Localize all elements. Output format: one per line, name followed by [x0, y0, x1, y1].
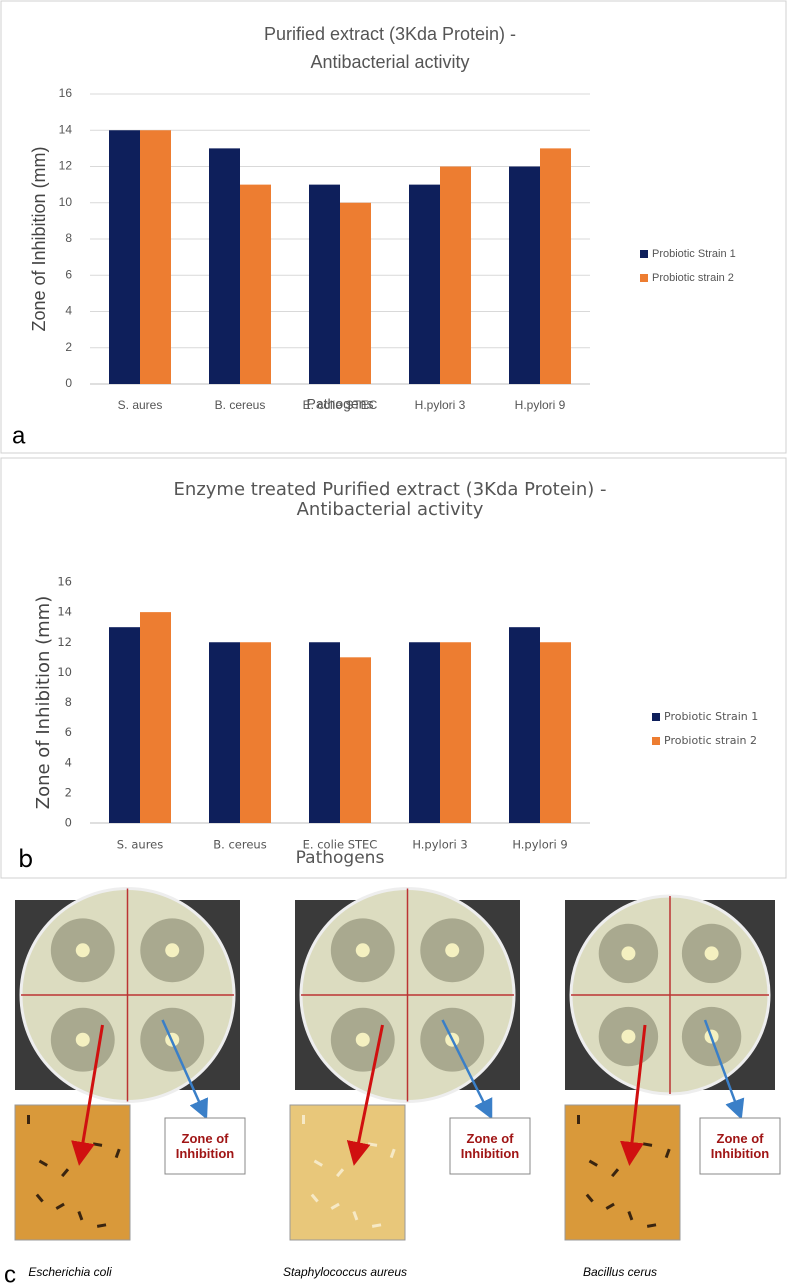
bar: [240, 642, 271, 823]
figure-canvas: Purified extract (3Kda Protein) - Antibac…: [0, 0, 788, 1286]
y-axis-title: Zone of Inhibition (mm): [33, 596, 54, 810]
bar: [109, 130, 140, 384]
bar: [540, 148, 571, 384]
panel-label: a: [12, 422, 26, 449]
y-tick-label: 6: [65, 725, 72, 739]
y-tick-label: 16: [57, 575, 72, 589]
well: [621, 1030, 635, 1044]
x-tick-label: H.pylori 3: [415, 398, 466, 412]
cell: [577, 1115, 580, 1124]
bar: [109, 627, 140, 823]
bar: [409, 642, 440, 823]
well: [165, 943, 179, 957]
y-tick-label: 2: [65, 785, 72, 799]
legend-swatch: [640, 274, 648, 282]
legend-label: Probiotic strain 2: [664, 734, 757, 747]
x-tick-label: S. aures: [118, 398, 163, 412]
bar: [240, 185, 271, 384]
x-axis-title: Pathogens: [307, 396, 374, 412]
callout: Zone of Inhibition: [165, 1118, 245, 1174]
x-tick-label: H.pylori 9: [512, 838, 567, 852]
bar: [209, 642, 240, 823]
micrograph: [565, 1105, 680, 1240]
cell: [302, 1115, 305, 1124]
bar: [140, 612, 171, 823]
panel-label: c: [4, 1261, 16, 1286]
bar: [509, 167, 540, 385]
legend-label: Probiotic strain 2: [652, 272, 734, 284]
well: [705, 946, 719, 960]
bar: [509, 627, 540, 823]
bar: [140, 130, 171, 384]
x-tick-label: B. cereus: [215, 398, 266, 412]
callout-text: Zone of Inhibition: [700, 1118, 780, 1174]
y-tick-label: 14: [59, 122, 73, 136]
species-label: Escherichia coli: [28, 1265, 112, 1279]
y-tick-label: 8: [65, 231, 72, 245]
bar: [309, 642, 340, 823]
well: [356, 943, 370, 957]
x-tick-label: S. aures: [117, 838, 164, 852]
y-tick-label: 4: [65, 755, 72, 769]
y-tick-label: 6: [65, 267, 72, 281]
chart-title: Antibacterial activity: [297, 499, 484, 520]
bar: [409, 185, 440, 384]
legend-swatch: [652, 737, 660, 745]
callout-text: Zone of Inhibition: [450, 1118, 530, 1174]
legend-label: Probiotic Strain 1: [664, 710, 758, 723]
well: [356, 1033, 370, 1047]
bar: [340, 203, 371, 384]
bar: [540, 642, 571, 823]
cell: [27, 1115, 30, 1124]
y-tick-label: 2: [65, 340, 72, 354]
figure: Purified extract (3Kda Protein) - Antibac…: [0, 0, 788, 1286]
y-axis-title: Zone of Inhibition (mm): [29, 146, 49, 331]
panel-label: b: [18, 845, 33, 873]
callout: Zone of Inhibition: [700, 1118, 780, 1174]
y-tick-label: 0: [65, 376, 72, 390]
callout-text: Zone of Inhibition: [165, 1118, 245, 1174]
bar: [340, 657, 371, 823]
x-tick-label: H.pylori 9: [515, 398, 566, 412]
y-tick-label: 4: [65, 304, 72, 318]
chart-title: Purified extract (3Kda Protein) -: [264, 24, 516, 44]
y-tick-label: 12: [57, 635, 72, 649]
y-tick-label: 10: [57, 665, 72, 679]
bar: [440, 642, 471, 823]
well: [621, 946, 635, 960]
chart-title: Antibacterial activity: [310, 52, 469, 72]
chart: Enzyme treated Purified extract (3Kda Pr…: [18, 479, 758, 873]
bar: [440, 167, 471, 385]
callout: Zone of Inhibition: [450, 1118, 530, 1174]
y-tick-label: 10: [59, 195, 73, 209]
x-tick-label: H.pylori 3: [412, 838, 467, 852]
legend-swatch: [640, 250, 648, 258]
legend-swatch: [652, 713, 660, 721]
chart: Purified extract (3Kda Protein) - Antibac…: [12, 24, 736, 450]
chart-title: Enzyme treated Purified extract (3Kda Pr…: [174, 479, 607, 500]
well: [76, 943, 90, 957]
bar: [209, 148, 240, 384]
y-tick-label: 12: [59, 159, 73, 173]
x-tick-label: B. cereus: [213, 838, 266, 852]
species-label: Bacillus cerus: [583, 1265, 657, 1279]
y-tick-label: 14: [57, 605, 72, 619]
well: [76, 1033, 90, 1047]
micrograph: [290, 1105, 405, 1240]
bar: [309, 185, 340, 384]
legend-label: Probiotic Strain 1: [652, 248, 736, 260]
micrograph: [15, 1105, 130, 1240]
species-label: Staphylococcus aureus: [283, 1265, 407, 1279]
y-tick-label: 8: [65, 695, 72, 709]
x-axis-title: Pathogens: [296, 848, 385, 868]
y-tick-label: 0: [65, 816, 72, 830]
y-tick-label: 16: [59, 86, 73, 100]
well: [445, 943, 459, 957]
